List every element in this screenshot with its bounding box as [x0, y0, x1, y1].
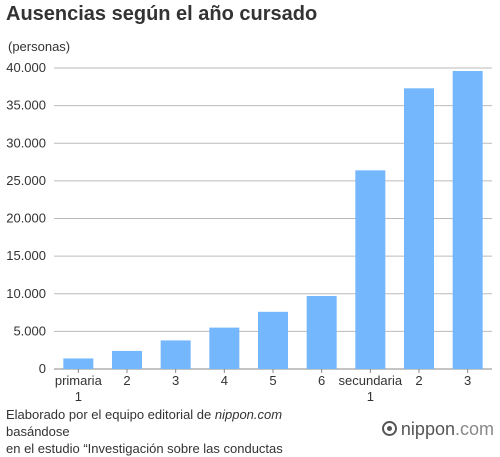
logo-name: nippon	[400, 419, 455, 439]
bar-chart: (personas) 0 5.000 10.000 15.000 20.000 25.00…	[6, 39, 492, 404]
x-tick-label: 1	[75, 389, 82, 404]
y-tick-label: 10.000	[6, 286, 46, 301]
bar	[258, 311, 288, 369]
x-tick-label: 1	[367, 389, 374, 404]
chart-title: Ausencias según el año cursado	[6, 3, 318, 25]
logo-suffix: .com	[454, 419, 494, 439]
y-tick-label: 40.000	[6, 60, 46, 75]
y-tick-label: 25.000	[6, 173, 46, 188]
x-tick-label: 2	[123, 373, 130, 388]
x-tick-label: 2	[415, 373, 422, 388]
y-tick-label: 15.000	[6, 248, 46, 263]
bar	[452, 71, 483, 369]
y-tick-label: 0	[39, 361, 46, 376]
x-tick-label: 6	[318, 373, 325, 388]
bar	[355, 170, 386, 369]
bar	[63, 358, 94, 369]
y-tick-label: 30.000	[6, 135, 46, 150]
x-tick-label: 3	[464, 373, 471, 388]
x-tick-label: primaria	[55, 373, 103, 388]
footer-line-1: Elaborado por el equipo editorial de nip…	[6, 406, 346, 440]
y-tick-label: 35.000	[6, 98, 46, 113]
bar	[112, 350, 142, 369]
y-tick-label: 20.000	[6, 211, 46, 226]
footer-suffix: basándose	[6, 424, 70, 439]
bar	[404, 88, 434, 369]
y-unit-label: (personas)	[8, 39, 70, 54]
logo-circle-icon	[381, 421, 397, 436]
footer-site: nippon.com	[214, 407, 283, 422]
x-tick-label: 4	[221, 373, 228, 388]
y-tick-label: 5.000	[13, 323, 46, 338]
footer-line-2: en el estudio “Investigación sobre las c…	[6, 441, 283, 456]
bar	[209, 327, 240, 369]
footer-prefix: Elaborado por el equipo editorial de	[6, 407, 215, 422]
x-tick-label: 3	[172, 373, 179, 388]
nippon-logo: nippon.com	[381, 419, 494, 440]
x-tick-label: 5	[269, 373, 276, 388]
bar	[306, 296, 337, 369]
bar	[160, 340, 191, 369]
footer-source: Elaborado por el equipo editorial de nip…	[6, 406, 346, 457]
x-tick-label: secundaria	[339, 373, 403, 388]
